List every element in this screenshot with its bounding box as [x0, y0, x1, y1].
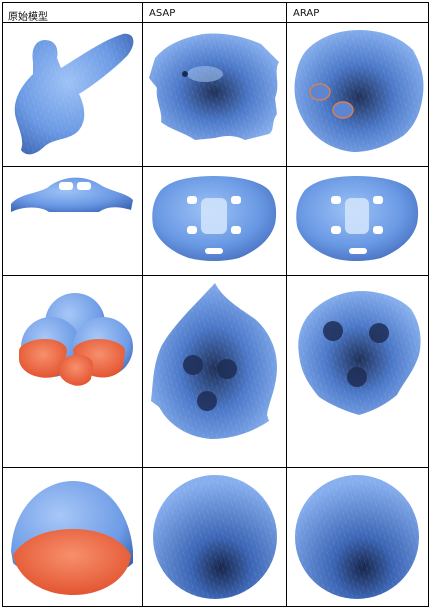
arap-parameterization-1 — [287, 22, 429, 165]
row-divider — [3, 467, 428, 468]
header-asap: ASAP — [149, 8, 176, 19]
asap-parameterization-1 — [143, 22, 286, 165]
column-divider — [286, 3, 287, 606]
asap-parameterization-2 — [143, 166, 286, 274]
arap-parameterization-2 — [287, 166, 429, 274]
header-original-model: 原始模型 — [8, 12, 48, 23]
original-model-4 — [3, 467, 142, 605]
row-divider — [3, 166, 428, 167]
column-divider — [142, 3, 143, 606]
header-divider — [3, 22, 428, 23]
asap-parameterization-4 — [143, 467, 286, 605]
arap-parameterization-4 — [287, 467, 429, 605]
header-arap: ARAP — [293, 8, 320, 19]
original-model-1 — [3, 22, 142, 165]
original-model-2 — [3, 166, 142, 274]
row-divider — [3, 275, 428, 276]
arap-parameterization-3 — [287, 275, 429, 467]
asap-parameterization-3 — [143, 275, 286, 467]
original-model-3 — [3, 275, 142, 467]
